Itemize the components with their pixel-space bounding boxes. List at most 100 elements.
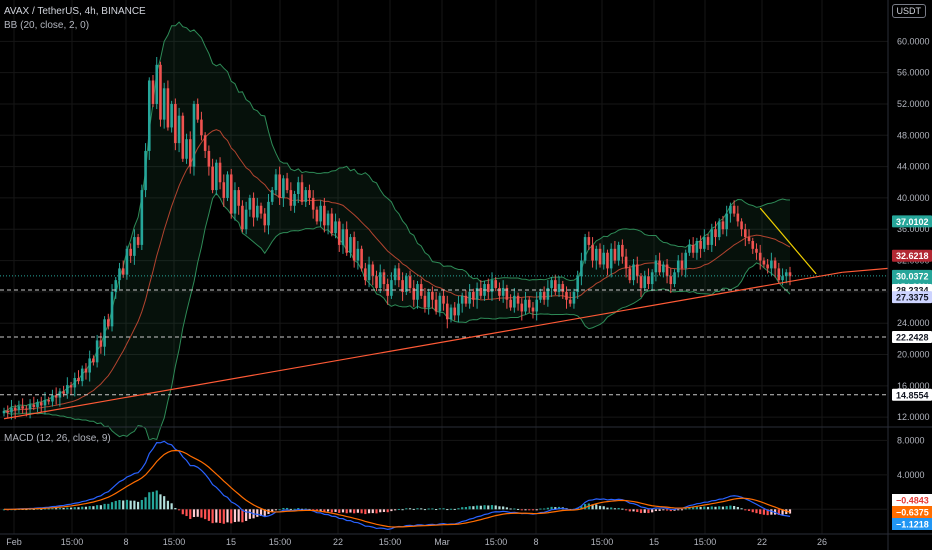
- candle: [151, 74, 155, 108]
- macd-histogram-bar: [781, 509, 784, 515]
- candle: [6, 405, 10, 418]
- macd-histogram-bar: [47, 508, 50, 510]
- candle: [196, 98, 200, 123]
- candle: [229, 168, 233, 219]
- candle-body: [207, 150, 211, 167]
- candle-body: [177, 115, 181, 144]
- candle: [770, 252, 773, 276]
- macd-histogram-bar: [479, 505, 482, 510]
- candle: [110, 284, 114, 332]
- macd-histogram-bar: [248, 509, 251, 519]
- macd-histogram-bar: [185, 509, 188, 517]
- macd-histogram-bar: [286, 507, 289, 510]
- candle: [740, 218, 743, 237]
- macd-histogram-bar: [256, 509, 259, 517]
- candle-body: [304, 190, 308, 202]
- candle: [215, 159, 218, 196]
- price-label-box: [892, 388, 932, 401]
- candle: [185, 133, 188, 164]
- currency-button[interactable]: USDT: [891, 4, 926, 18]
- macd-histogram-bar: [408, 508, 412, 510]
- candle: [714, 221, 717, 247]
- macd-histogram-bar: [375, 509, 378, 514]
- candle-body: [356, 248, 360, 261]
- bb-indicator-label[interactable]: BB (20, close, 2, 0): [4, 20, 90, 31]
- candle: [665, 259, 669, 284]
- candle: [550, 277, 553, 297]
- candle: [773, 257, 777, 278]
- price-tick-label: 40.0000: [897, 193, 930, 203]
- candle-body: [337, 221, 341, 245]
- macd-value-box: [892, 494, 932, 506]
- candle-body: [226, 174, 229, 198]
- candle-body: [587, 237, 591, 245]
- candle-body: [665, 264, 669, 277]
- candle-body: [576, 276, 579, 292]
- price-label-box: [892, 291, 932, 304]
- price-label-text: 28.2334: [896, 286, 929, 296]
- candle-body: [565, 291, 568, 300]
- macd-histogram-bar: [472, 506, 475, 510]
- macd-histogram-bar: [490, 505, 494, 510]
- macd-histogram-bar: [550, 506, 553, 510]
- candle: [129, 243, 132, 263]
- candle-body: [669, 276, 673, 285]
- candle-body: [51, 395, 54, 402]
- price-label-box: [892, 330, 932, 343]
- candle: [28, 399, 32, 419]
- price-label-text: 30.0372: [896, 271, 929, 281]
- candle-body: [434, 299, 438, 312]
- candle-body: [773, 260, 777, 269]
- candle-body: [777, 268, 781, 281]
- candle-body: [751, 240, 755, 249]
- candle: [710, 223, 714, 252]
- candle-body: [513, 295, 516, 308]
- macd-histogram-bar: [598, 505, 602, 510]
- macd-histogram-bar: [610, 507, 613, 510]
- candle: [743, 223, 747, 247]
- candle: [218, 157, 222, 190]
- candle: [133, 229, 136, 265]
- candle: [92, 355, 95, 366]
- macd-histogram-bar: [349, 509, 352, 513]
- candle-body: [289, 190, 293, 206]
- candle-body: [747, 237, 751, 241]
- candle-body: [710, 229, 714, 245]
- macd-histogram-bar: [114, 500, 117, 510]
- candle: [84, 363, 88, 380]
- candle-body: [472, 291, 475, 300]
- candle: [267, 194, 270, 235]
- candle: [475, 282, 479, 309]
- candle-body: [628, 268, 632, 281]
- candle-body: [360, 248, 363, 269]
- macd-histogram-bar: [155, 490, 158, 510]
- candle: [136, 233, 140, 249]
- candle: [494, 277, 498, 292]
- candle-body: [613, 248, 617, 261]
- candle: [591, 237, 594, 268]
- candle: [531, 302, 535, 319]
- macd-histogram-bar: [543, 508, 546, 510]
- macd-histogram-bar: [394, 509, 397, 511]
- macd-histogram-bar: [148, 492, 151, 510]
- candle-body: [464, 295, 468, 304]
- candle: [103, 316, 106, 356]
- candle-body: [758, 252, 762, 261]
- macd-histogram-bar: [509, 508, 512, 510]
- candle: [725, 205, 728, 237]
- macd-histogram-bar: [204, 509, 207, 520]
- candle: [412, 280, 416, 307]
- macd-histogram-bar: [416, 508, 419, 510]
- macd-histogram-bar: [122, 500, 125, 510]
- macd-indicator-label[interactable]: MACD (12, 26, close, 9): [4, 433, 111, 444]
- macd-histogram-bar: [621, 508, 624, 510]
- time-tick-label: 8: [533, 537, 538, 547]
- candle: [513, 287, 516, 313]
- macd-histogram-bar: [762, 509, 766, 515]
- macd-histogram-bar: [468, 506, 471, 510]
- candle-body: [427, 291, 430, 308]
- candle: [684, 249, 687, 278]
- candle-body: [133, 237, 136, 256]
- candle: [375, 270, 378, 292]
